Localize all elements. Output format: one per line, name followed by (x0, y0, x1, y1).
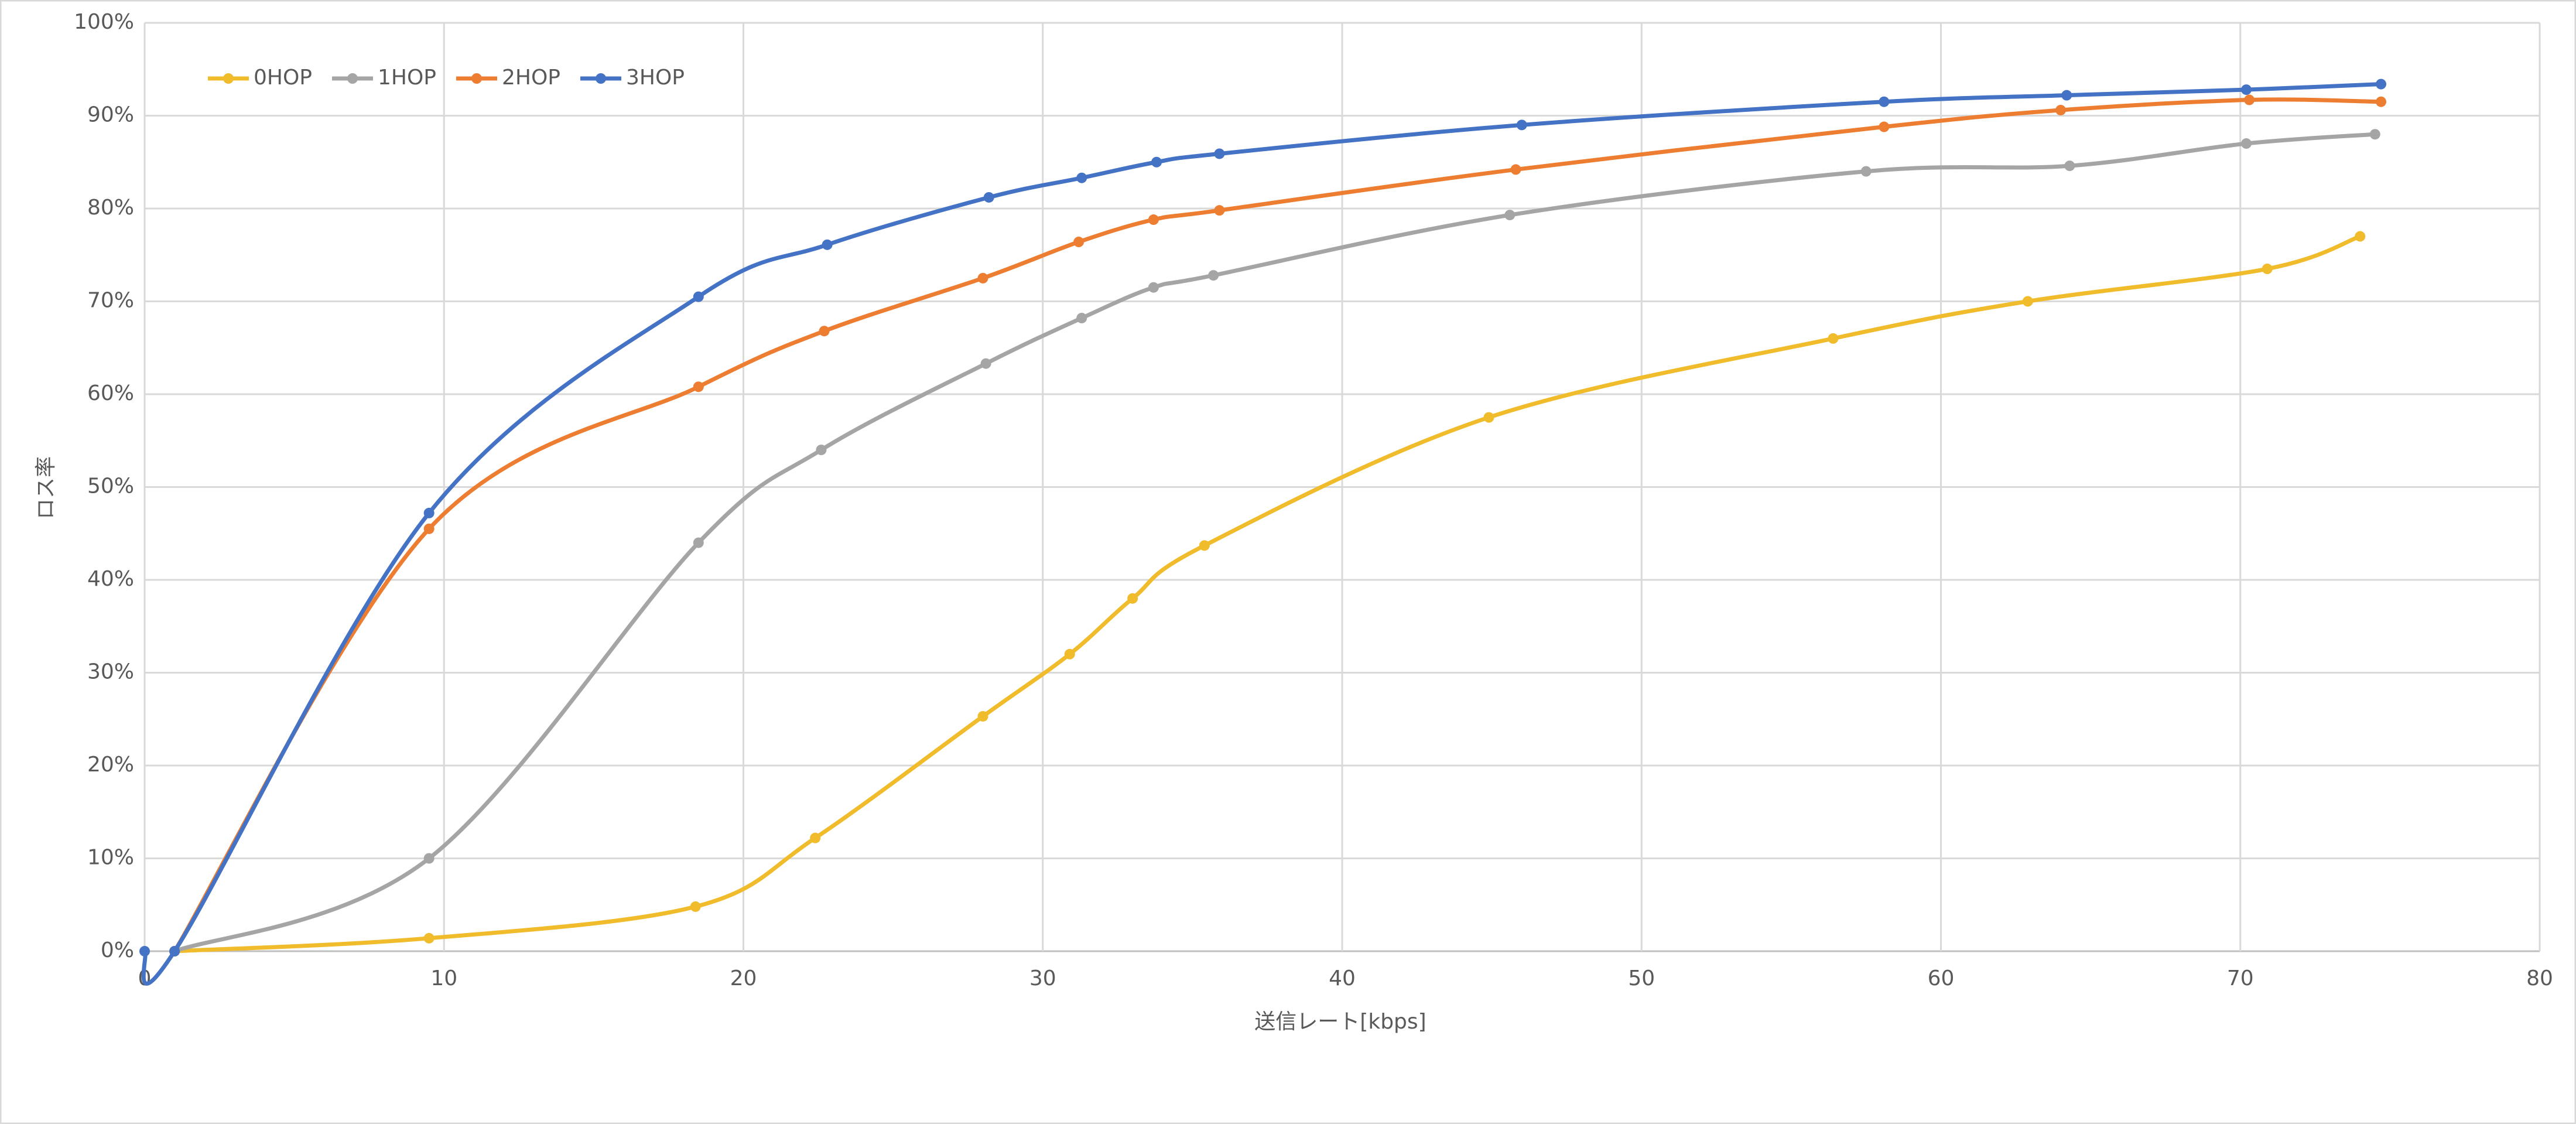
data-point (977, 272, 988, 283)
data-point (1208, 270, 1219, 281)
x-tick-label: 10 (430, 966, 457, 990)
data-point (423, 507, 435, 518)
legend-label: 2HOP (502, 66, 560, 90)
data-point (1504, 210, 1516, 221)
y-tick-label: 0% (101, 938, 134, 962)
data-point (1828, 333, 1839, 344)
data-point (2240, 138, 2252, 149)
data-point (980, 358, 991, 369)
data-point (1199, 540, 1210, 551)
data-point (1148, 214, 1159, 226)
data-point (690, 901, 701, 912)
data-point (169, 946, 180, 956)
y-tick-label: 50% (87, 474, 134, 498)
data-point (2244, 94, 2255, 105)
x-tick-label: 40 (1329, 966, 1356, 990)
x-tick-label: 20 (730, 966, 757, 990)
data-point (1214, 205, 1225, 216)
data-point (1064, 648, 1075, 660)
data-point (1879, 96, 1890, 107)
data-point (1151, 156, 1162, 168)
data-point (2376, 78, 2387, 90)
legend-label: 3HOP (626, 66, 685, 90)
data-point (816, 445, 827, 456)
data-point (1879, 121, 1890, 132)
legend-label: 0HOP (254, 66, 312, 90)
data-point (2262, 264, 2273, 275)
data-point (1510, 164, 1521, 175)
data-point (1073, 237, 1085, 248)
legend-marker (347, 73, 358, 84)
data-point (693, 291, 704, 302)
data-point (693, 537, 704, 548)
series-line (141, 82, 2382, 986)
data-point (1076, 172, 1087, 183)
y-axis-label: ロス率 (34, 456, 58, 520)
x-tick-label: 60 (1928, 966, 1955, 990)
data-point (423, 932, 435, 944)
y-tick-label: 10% (87, 846, 134, 870)
data-point (693, 381, 704, 392)
data-point (819, 326, 830, 337)
x-tick-label: 50 (1628, 966, 1655, 990)
data-point (2240, 84, 2252, 95)
data-point (1860, 166, 1872, 177)
data-point (2022, 296, 2033, 307)
y-tick-label: 70% (87, 289, 134, 313)
x-tick-label: 30 (1029, 966, 1056, 990)
legend-label: 1HOP (378, 66, 436, 90)
data-point (2064, 160, 2075, 172)
y-tick-label: 80% (87, 196, 134, 220)
data-point (2355, 231, 2366, 242)
data-point (1516, 119, 1527, 131)
data-point (2055, 104, 2066, 115)
y-tick-label: 40% (87, 567, 134, 591)
y-tick-label: 100% (74, 10, 134, 34)
data-point (1127, 593, 1138, 604)
y-tick-label: 30% (87, 660, 134, 684)
data-point (139, 946, 150, 956)
data-point (1214, 148, 1225, 159)
data-point (983, 192, 994, 203)
y-tick-label: 90% (87, 103, 134, 127)
series-line (174, 234, 2361, 954)
x-axis-label: 送信レート[kbps] (1254, 1010, 1426, 1034)
data-point (2376, 96, 2387, 107)
data-point (2061, 90, 2072, 101)
data-point (977, 710, 988, 722)
data-point (822, 239, 833, 250)
legend-marker (223, 73, 234, 84)
x-tick-label: 80 (2526, 966, 2553, 990)
data-point (810, 832, 821, 843)
y-tick-label: 60% (87, 381, 134, 405)
x-tick-label: 70 (2227, 966, 2254, 990)
data-point (1148, 282, 1159, 293)
data-point (423, 853, 435, 864)
y-tick-label: 20% (87, 753, 134, 777)
data-point (1076, 313, 1087, 324)
legend-marker (471, 73, 482, 84)
data-point (1483, 412, 1494, 423)
data-point (423, 523, 435, 534)
legend-marker (596, 73, 606, 84)
data-point (2369, 129, 2380, 140)
